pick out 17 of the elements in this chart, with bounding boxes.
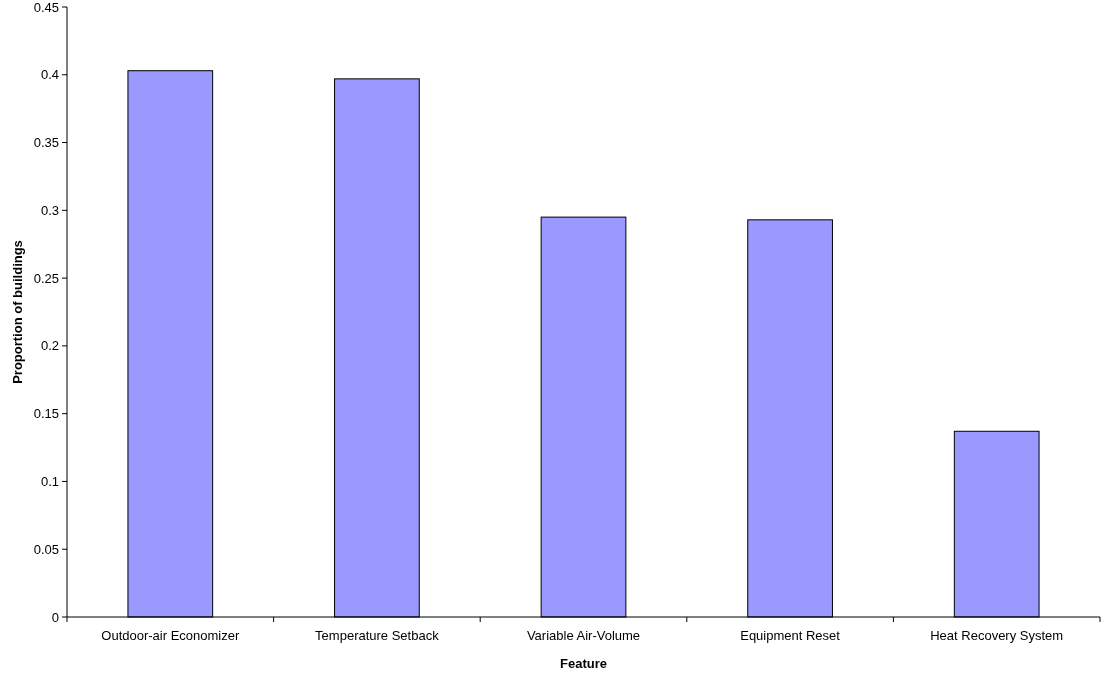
x-axis-title: Feature	[560, 656, 607, 671]
y-tick-label: 0.2	[40, 338, 59, 354]
y-tick-label: 0.3	[40, 202, 59, 218]
x-tick-label: Heat Recovery System	[930, 628, 1064, 643]
x-tick-label: Equipment Reset	[740, 628, 841, 643]
y-tick-label: 0.35	[33, 135, 59, 151]
x-tick-label: Temperature Setback	[315, 628, 440, 643]
y-tick-label: 0.1	[40, 473, 59, 489]
y-tick-label: 0	[51, 609, 59, 625]
y-tick-label: 0.4	[40, 67, 59, 83]
y-tick-label: 0.25	[33, 270, 59, 286]
y-tick-label: 0.45	[33, 0, 59, 15]
x-tick-label: Variable Air-Volume	[526, 628, 641, 643]
x-tick-label: Outdoor-air Economizer	[101, 628, 240, 643]
y-tick-label: 0.15	[33, 406, 59, 422]
y-tick-label: 0.05	[33, 541, 59, 557]
y-axis-title: Proportion of buildings	[10, 240, 25, 384]
